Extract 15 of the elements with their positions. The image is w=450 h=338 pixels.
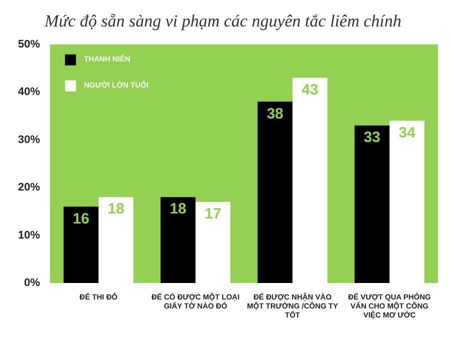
y-tick-label: 30%: [18, 134, 40, 146]
y-tick-label: 10%: [18, 229, 40, 242]
data-label: 43: [302, 81, 318, 98]
y-tick-label: 20%: [18, 182, 40, 194]
data-label: 17: [204, 206, 222, 223]
y-tick-label: 0%: [24, 277, 40, 290]
data-label: 33: [364, 129, 380, 146]
y-tick-label: 40%: [18, 86, 40, 98]
y-tick-label: 50%: [18, 38, 40, 50]
chart-title: Mức độ sẵn sàng vi phạm các nguyên tắc liêm chính: [44, 12, 402, 31]
data-label: 38: [266, 105, 284, 122]
data-label: 16: [72, 210, 90, 228]
data-label: 18: [108, 200, 124, 218]
data-label: 34: [398, 124, 416, 142]
data-label: 18: [170, 200, 186, 218]
